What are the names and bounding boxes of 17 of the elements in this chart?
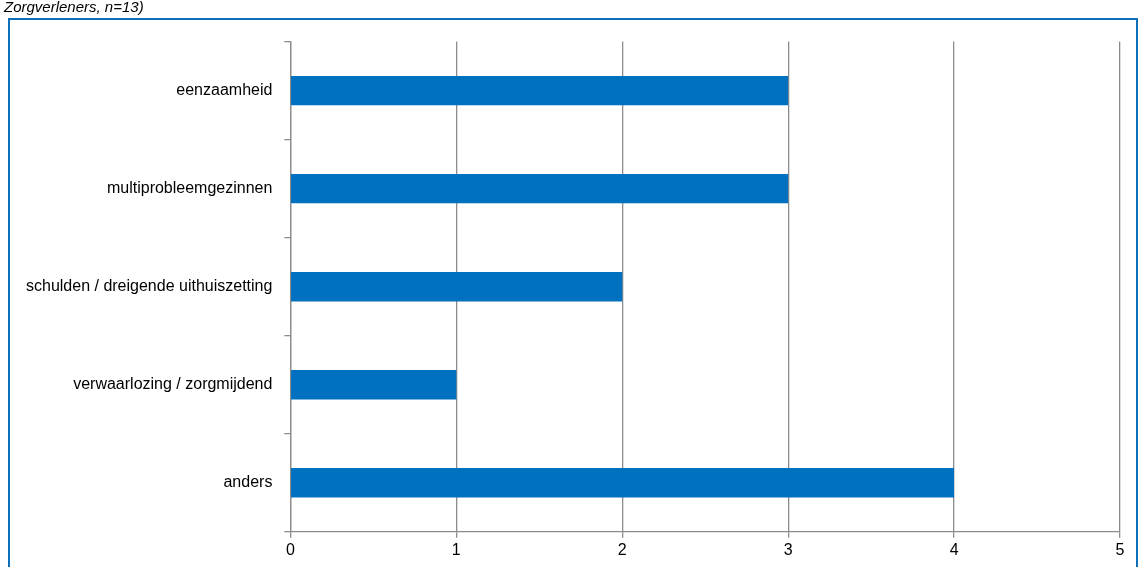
text: Zorgverleners, n=13) — [4, 0, 144, 16]
x-tick-label: 1 — [451, 540, 461, 558]
x-tick-label: 0 — [285, 540, 295, 558]
x-tick-label: 3 — [783, 540, 793, 558]
bar — [291, 75, 789, 106]
bar — [291, 468, 955, 498]
bar — [291, 370, 457, 400]
bar — [291, 271, 623, 302]
x-tick-label: 2 — [617, 540, 627, 558]
y-tick-label: multiprobleemgezinnen — [106, 179, 273, 197]
y-tick-label: verwaarlozing / zorgmijdend — [73, 375, 273, 393]
y-tick-label: eenzaamheid — [176, 81, 273, 99]
x-tick-label: 5 — [1115, 540, 1125, 558]
bar — [291, 173, 789, 204]
x-tick-label: 4 — [949, 540, 959, 558]
y-tick-label: anders — [223, 473, 273, 491]
y-tick-label: schulden / dreigende uithuiszetting — [26, 277, 273, 295]
